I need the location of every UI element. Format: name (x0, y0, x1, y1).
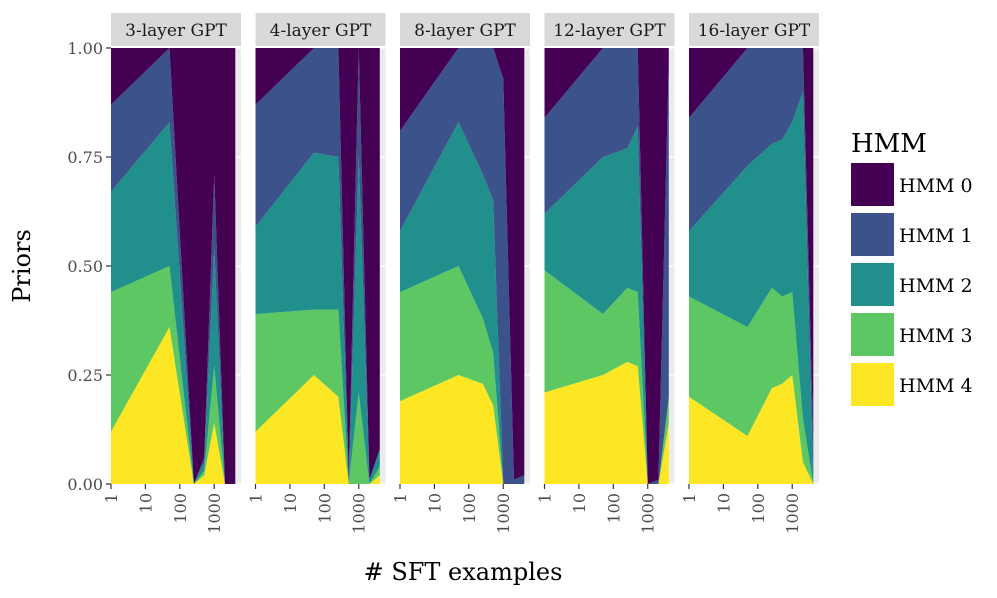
area-hmm-1 (255, 48, 380, 484)
x-tick-label: 1000 (205, 493, 224, 534)
legend: HMM HMM 0 HMM 1 HMM 2 HMM 3 HMM 4 (851, 129, 973, 406)
panels-group: 3-layer GPT 1 10 100 1000 4-layer GPT 1 10 100 10… (102, 13, 819, 534)
area-hmm-3 (255, 309, 380, 484)
x-axis-title: # SFT examples (364, 558, 563, 586)
area-hmm-4 (111, 327, 236, 484)
facet-strip (544, 13, 675, 46)
facet-panel: 4-layer GPT 1 10 100 1000 (247, 13, 386, 534)
area-hmm-3 (689, 287, 814, 484)
area-hmm-3 (544, 270, 669, 484)
x-tick-label: 100 (315, 493, 334, 524)
area-hmm-0 (544, 48, 669, 484)
area-hmm-4 (255, 375, 380, 484)
x-tick-label: 1 (536, 493, 555, 503)
y-axis: 0.00 0.25 0.50 0.75 1.00 (67, 39, 111, 494)
area-hmm-1 (689, 48, 814, 484)
facet-strip (111, 13, 241, 46)
x-tick-label: 1000 (639, 493, 658, 534)
legend-label: HMM 1 (899, 225, 973, 247)
area-hmm-4 (544, 361, 669, 484)
y-tick-label: 0.25 (67, 366, 103, 385)
facet-strip (689, 13, 819, 46)
legend-key-hmm-4 (851, 363, 894, 406)
facet-panel: 3-layer GPT 1 10 100 1000 (102, 13, 241, 534)
x-tick-label: 1 (680, 493, 699, 503)
x-tick-label: 1000 (494, 493, 513, 534)
legend-label: HMM 3 (899, 325, 973, 347)
y-tick-label: 1.00 (67, 39, 103, 58)
area-hmm-3 (400, 266, 525, 484)
legend-key-hmm-0 (851, 163, 894, 206)
facet-title: 16-layer GPT (698, 21, 811, 41)
area-hmm-2 (544, 126, 669, 484)
area-hmm-1 (544, 48, 669, 484)
area-hmm-4 (400, 375, 525, 484)
area-hmm-1 (111, 48, 236, 484)
facet-title: 12-layer GPT (553, 21, 666, 41)
facet-title: 3-layer GPT (125, 21, 227, 41)
area-hmm-0 (255, 48, 380, 480)
legend-key-hmm-2 (851, 263, 894, 306)
facet-strip (400, 13, 530, 46)
y-tick-label: 0.75 (67, 148, 103, 167)
x-tick-label: 10 (281, 493, 300, 513)
x-tick-label: 1 (391, 493, 410, 503)
x-tick-label: 100 (460, 493, 479, 524)
legend-label: HMM 4 (899, 375, 973, 397)
x-tick-label: 1000 (350, 493, 369, 534)
facet-title: 4-layer GPT (270, 21, 372, 41)
x-tick-label: 1 (247, 493, 266, 503)
x-tick-label: 100 (604, 493, 623, 524)
y-tick-label: 0.50 (67, 257, 103, 276)
y-tick-label: 0.00 (67, 475, 103, 494)
area-hmm-0 (400, 48, 525, 480)
facet-panel: 12-layer GPT 1 10 100 1000 (536, 13, 675, 534)
legend-key-hmm-3 (851, 313, 894, 356)
facet-title: 8-layer GPT (414, 21, 516, 41)
area-hmm-2 (111, 122, 236, 485)
x-tick-label: 1 (102, 493, 121, 503)
facet-strip (255, 13, 386, 46)
facet-panel: 8-layer GPT 1 10 100 1000 (391, 13, 530, 534)
x-tick-label: 10 (425, 493, 444, 513)
area-hmm-4 (689, 375, 814, 484)
area-hmm-3 (111, 266, 236, 484)
area-hmm-2 (255, 152, 380, 484)
x-tick-label: 10 (570, 493, 589, 513)
facet-panel: 16-layer GPT 1 10 100 1000 (680, 13, 819, 534)
legend-label: HMM 0 (899, 175, 973, 197)
area-hmm-0 (111, 48, 236, 484)
area-hmm-1 (400, 48, 525, 484)
x-tick-label: 1000 (783, 493, 802, 534)
x-tick-label: 100 (171, 493, 190, 524)
x-tick-label: 10 (136, 493, 155, 513)
y-axis-title: Priors (8, 229, 36, 303)
legend-label: HMM 2 (899, 275, 973, 297)
area-hmm-0 (689, 48, 814, 441)
x-tick-label: 10 (714, 493, 733, 513)
legend-key-hmm-1 (851, 213, 894, 256)
legend-title: HMM (851, 129, 927, 159)
x-tick-label: 100 (749, 493, 768, 524)
area-hmm-2 (400, 122, 525, 485)
area-hmm-2 (689, 91, 814, 484)
